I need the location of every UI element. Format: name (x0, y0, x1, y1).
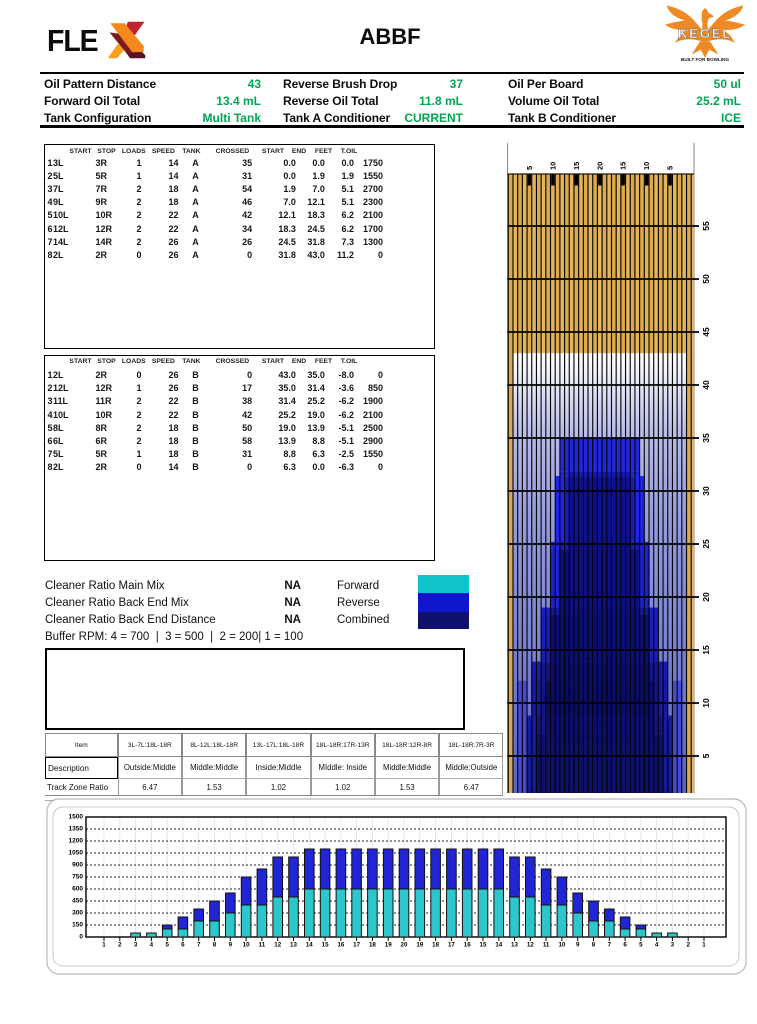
svg-text:600: 600 (72, 886, 83, 893)
svg-text:3: 3 (134, 942, 138, 949)
svg-text:1: 1 (102, 942, 106, 949)
svg-text:7: 7 (608, 942, 612, 949)
svg-text:2: 2 (118, 942, 122, 949)
svg-text:15: 15 (619, 162, 628, 170)
svg-text:KEGEL: KEGEL (678, 26, 732, 41)
svg-text:5: 5 (525, 166, 534, 170)
svg-text:25: 25 (701, 539, 711, 549)
svg-text:20: 20 (401, 942, 408, 949)
svg-text:35: 35 (701, 433, 711, 443)
svg-text:15: 15 (572, 162, 581, 170)
svg-text:18: 18 (432, 942, 439, 949)
svg-text:1050: 1050 (69, 850, 84, 857)
svg-text:BUILT FOR BOWLING: BUILT FOR BOWLING (681, 57, 730, 62)
svg-text:10: 10 (548, 162, 557, 170)
svg-text:1: 1 (702, 942, 706, 949)
svg-text:1500: 1500 (69, 814, 84, 821)
svg-text:11: 11 (543, 942, 550, 949)
svg-text:0: 0 (79, 934, 83, 941)
svg-text:16: 16 (464, 942, 471, 949)
svg-text:40: 40 (701, 380, 711, 390)
svg-text:30: 30 (701, 486, 711, 496)
svg-text:6: 6 (623, 942, 627, 949)
svg-text:14: 14 (306, 942, 313, 949)
svg-text:45: 45 (701, 327, 711, 337)
svg-text:13: 13 (290, 942, 297, 949)
svg-text:900: 900 (72, 862, 83, 869)
svg-text:5: 5 (165, 942, 169, 949)
svg-text:8: 8 (213, 942, 217, 949)
svg-text:7: 7 (197, 942, 201, 949)
svg-text:17: 17 (353, 942, 360, 949)
svg-text:2: 2 (686, 942, 690, 949)
svg-text:15: 15 (480, 942, 487, 949)
svg-text:14: 14 (495, 942, 502, 949)
svg-text:9: 9 (229, 942, 233, 949)
svg-text:15: 15 (701, 645, 711, 655)
svg-text:20: 20 (595, 162, 604, 170)
svg-text:10: 10 (243, 942, 250, 949)
svg-text:9: 9 (576, 942, 580, 949)
svg-text:3: 3 (671, 942, 675, 949)
svg-text:5: 5 (639, 942, 643, 949)
svg-text:16: 16 (337, 942, 344, 949)
svg-text:18: 18 (369, 942, 376, 949)
svg-text:17: 17 (448, 942, 455, 949)
svg-text:1200: 1200 (69, 838, 84, 845)
svg-text:13: 13 (511, 942, 518, 949)
svg-text:6: 6 (181, 942, 185, 949)
svg-text:15: 15 (322, 942, 329, 949)
svg-text:10: 10 (642, 162, 651, 170)
svg-text:12: 12 (274, 942, 281, 949)
svg-text:10: 10 (558, 942, 565, 949)
svg-text:4: 4 (150, 942, 154, 949)
svg-text:10: 10 (701, 698, 711, 708)
svg-text:1350: 1350 (69, 826, 84, 833)
svg-text:8: 8 (592, 942, 596, 949)
svg-text:5: 5 (666, 166, 675, 170)
svg-text:750: 750 (72, 874, 83, 881)
svg-text:12: 12 (527, 942, 534, 949)
svg-text:5: 5 (701, 753, 711, 758)
svg-text:50: 50 (701, 274, 711, 284)
svg-text:11: 11 (259, 942, 266, 949)
svg-text:150: 150 (72, 922, 83, 929)
svg-text:300: 300 (72, 910, 83, 917)
svg-text:19: 19 (385, 942, 392, 949)
svg-text:4: 4 (655, 942, 659, 949)
svg-text:20: 20 (701, 592, 711, 602)
svg-text:19: 19 (416, 942, 423, 949)
svg-text:55: 55 (701, 221, 711, 231)
svg-text:450: 450 (72, 898, 83, 905)
